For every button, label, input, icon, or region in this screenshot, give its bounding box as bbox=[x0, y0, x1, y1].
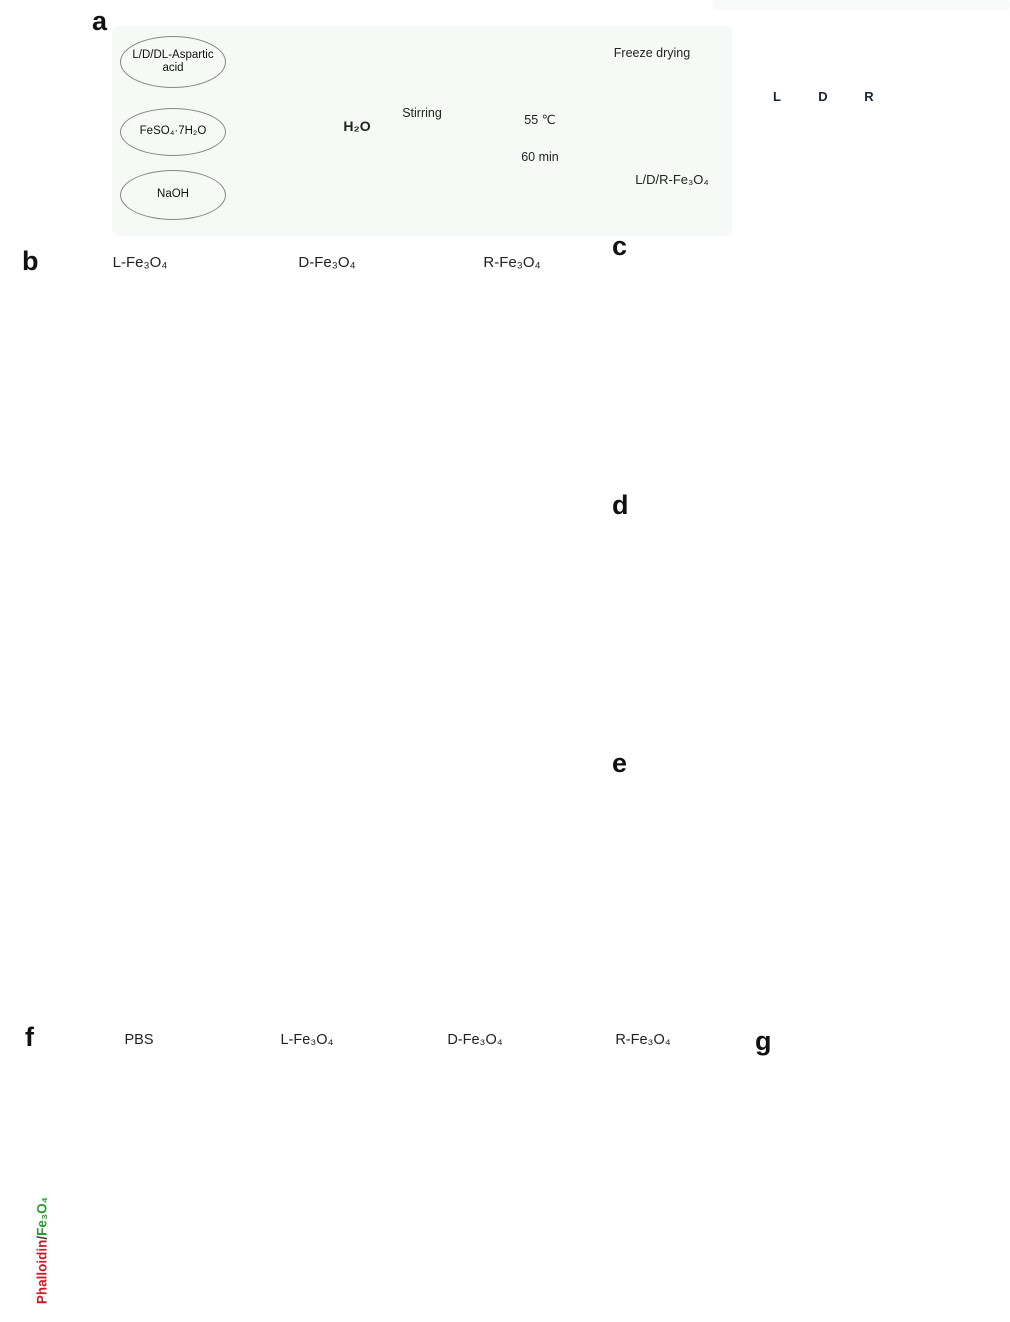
tube-label-l: L bbox=[773, 89, 781, 104]
fe3o4-label: Fe₃O₄ bbox=[34, 1196, 50, 1236]
tem-column-title-l: L-Fe₃O₄ bbox=[112, 254, 168, 271]
freeze-drying-label: Freeze drying bbox=[613, 46, 691, 60]
tube-label-r: R bbox=[864, 89, 874, 104]
particle-count-bar-chart bbox=[768, 1040, 1010, 1322]
xrd-chart bbox=[622, 240, 1010, 492]
panel-letter-c: c bbox=[612, 231, 628, 261]
reagent-feso4: FeSO₄·7H₂O bbox=[120, 108, 226, 156]
panel-letter-d: d bbox=[612, 490, 629, 520]
cell-column-pbs: PBS bbox=[124, 1032, 154, 1048]
cell-column-d: D-Fe₃O₄ bbox=[447, 1032, 503, 1048]
cell-column-r: R-Fe₃O₄ bbox=[615, 1032, 671, 1048]
panel-letter-e: e bbox=[612, 748, 628, 778]
panel-letter-f: f bbox=[25, 1022, 34, 1052]
cell-image-grid bbox=[55, 1055, 727, 1318]
row-label-separator: / bbox=[34, 1235, 50, 1240]
cd-chart bbox=[620, 756, 1010, 1022]
ftir-chart bbox=[622, 500, 1010, 758]
panel-letter-g: g bbox=[755, 1026, 772, 1056]
reagent-naoh: NaOH bbox=[120, 170, 226, 220]
temp-label: 55 ℃ bbox=[524, 113, 556, 127]
panel-letter-a: a bbox=[92, 6, 108, 36]
stirring-label: Stirring bbox=[402, 106, 442, 120]
tem-column-title-d: D-Fe₃O₄ bbox=[298, 254, 356, 271]
tem-column-title-r: R-Fe₃O₄ bbox=[483, 254, 541, 271]
product-label: L/D/R-Fe₃O₄ bbox=[635, 172, 709, 187]
chirality-arrows bbox=[60, 895, 600, 1017]
time-label: 60 min bbox=[521, 150, 559, 164]
top-strip bbox=[713, 0, 1010, 10]
phalloidin-label: Phalloidin bbox=[34, 1239, 50, 1305]
reagent-aspartic-acid: L/D/DL-Aspartic acid bbox=[120, 36, 226, 88]
fluorescence-row-label: Phalloidin/Fe₃O₄ bbox=[35, 1171, 50, 1322]
tem-fft-grid bbox=[48, 286, 612, 888]
tube-label-d: D bbox=[818, 89, 828, 104]
beaker-water-label: H₂O bbox=[343, 118, 371, 134]
cell-column-l: L-Fe₃O₄ bbox=[280, 1032, 334, 1048]
panel-letter-b: b bbox=[22, 246, 39, 276]
